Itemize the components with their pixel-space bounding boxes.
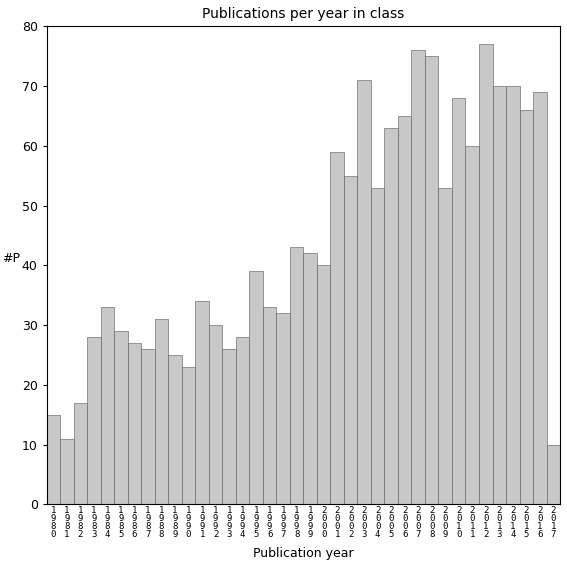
Bar [195,301,209,505]
Bar [371,188,384,505]
Bar [303,253,317,505]
Bar [438,188,452,505]
Bar [60,439,74,505]
Bar [317,265,331,505]
Bar [533,92,547,505]
Bar [155,319,168,505]
Bar [479,44,493,505]
Bar [466,146,479,505]
Bar [384,128,398,505]
Bar [357,80,371,505]
Bar [290,247,303,505]
Title: Publications per year in class: Publications per year in class [202,7,404,21]
Bar [222,349,236,505]
Bar [236,337,249,505]
Bar [547,445,560,505]
X-axis label: Publication year: Publication year [253,547,354,560]
Bar [182,367,195,505]
Bar [168,355,182,505]
Bar [331,152,344,505]
Bar [412,50,425,505]
Bar [249,272,263,505]
Bar [452,98,466,505]
Bar [74,403,87,505]
Bar [128,343,141,505]
Bar [506,86,519,505]
Bar [398,116,412,505]
Bar [425,56,438,505]
Bar [209,325,222,505]
Bar [101,307,114,505]
Bar [276,313,290,505]
Bar [87,337,101,505]
Bar [114,331,128,505]
Bar [141,349,155,505]
Bar [493,86,506,505]
Bar [46,415,60,505]
Bar [344,176,357,505]
Bar [263,307,276,505]
Y-axis label: #P: #P [2,252,20,265]
Bar [519,110,533,505]
